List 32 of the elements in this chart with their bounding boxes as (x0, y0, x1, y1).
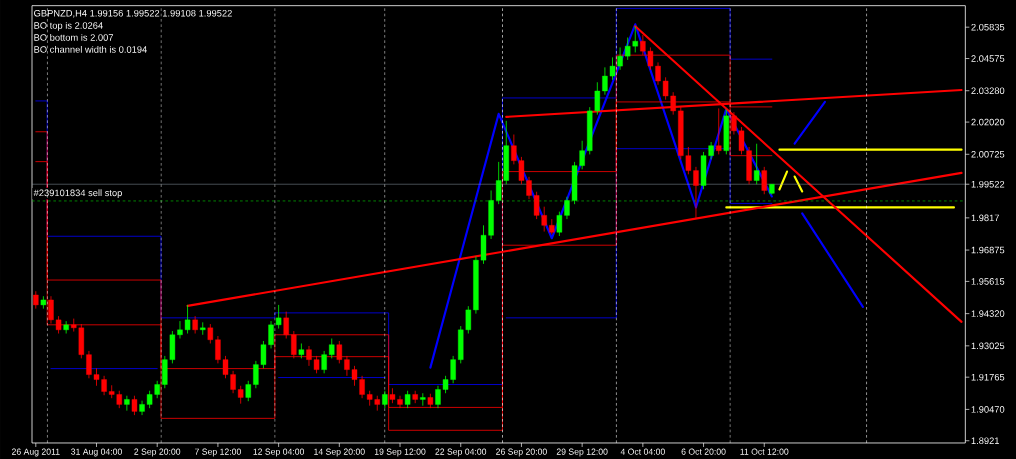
x-tick-label: 14 Sep 20:00 (314, 448, 365, 457)
x-tick-label: 26 Aug 2011 (11, 448, 60, 457)
y-tick-label: 2.05835 (971, 23, 1005, 31)
x-tick-label: 29 Sep 12:00 (556, 448, 608, 457)
y-tick-label: 1.99522 (971, 180, 1005, 188)
x-tick-label: 7 Sep 12:00 (194, 448, 241, 457)
annotation: BO bottom is 2.007 (34, 33, 114, 41)
x-tick-label: 26 Sep 20:00 (496, 448, 547, 457)
x-tick-label: 31 Aug 04:00 (71, 448, 122, 457)
chart-title: GBPNZD,H4 1.99156 1.99522 1.99108 1.99522 (34, 9, 232, 18)
y-tick-label: 1.93025 (971, 342, 1005, 350)
y-tick-label: 2.04575 (971, 55, 1005, 62)
y-tick-label: 2.00725 (971, 151, 1005, 158)
x-tick-label: 2 Sep 20:00 (134, 448, 181, 457)
y-tick-label: 1.90470 (971, 406, 1005, 413)
y-tick-label: 1.94320 (971, 310, 1005, 317)
y-tick-label: 1.9817 (971, 214, 1000, 222)
x-tick-label: 12 Sep 04:00 (253, 448, 305, 457)
annotation: BO channel width is 0.0194 (34, 45, 147, 53)
y-tick-label: 1.96875 (971, 246, 1005, 254)
y-tick-label: 1.8921 (971, 437, 1000, 445)
x-tick-label: 4 Oct 04:00 (620, 448, 665, 455)
ref-line-label: #239101834 sell stop (33, 189, 122, 199)
y-tick-label: 2.03280 (971, 87, 1005, 95)
x-tick-label: 6 Oct 20:00 (681, 448, 726, 455)
x-tick-label: 19 Sep 12:00 (374, 448, 426, 457)
annotation: BO top is 2.0264 (34, 21, 103, 31)
x-tick-label: 11 Oct 12:00 (740, 448, 789, 455)
y-tick-label: 1.95615 (971, 278, 1005, 285)
y-tick-label: 1.91765 (971, 373, 1005, 381)
x-tick-label: 22 Sep 04:00 (435, 448, 487, 457)
y-tick-label: 2.02020 (971, 118, 1005, 126)
